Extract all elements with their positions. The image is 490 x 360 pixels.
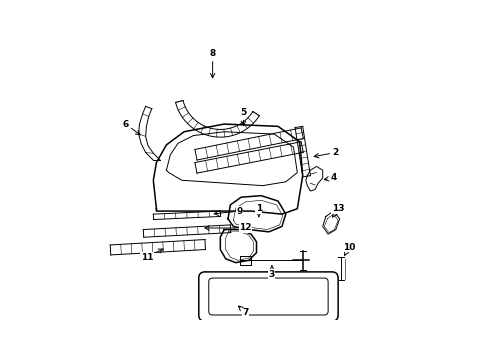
Text: 3: 3 bbox=[269, 266, 275, 279]
Text: 4: 4 bbox=[324, 174, 337, 183]
Text: 7: 7 bbox=[239, 306, 249, 317]
Text: 2: 2 bbox=[314, 148, 339, 158]
Text: 8: 8 bbox=[210, 49, 216, 78]
Text: 1: 1 bbox=[256, 204, 262, 217]
Text: 6: 6 bbox=[122, 120, 140, 135]
Text: 11: 11 bbox=[141, 249, 163, 262]
Text: 12: 12 bbox=[205, 224, 252, 233]
Text: 5: 5 bbox=[240, 108, 246, 126]
Text: 13: 13 bbox=[332, 204, 344, 217]
Text: 10: 10 bbox=[343, 243, 355, 255]
Text: 9: 9 bbox=[214, 207, 243, 216]
